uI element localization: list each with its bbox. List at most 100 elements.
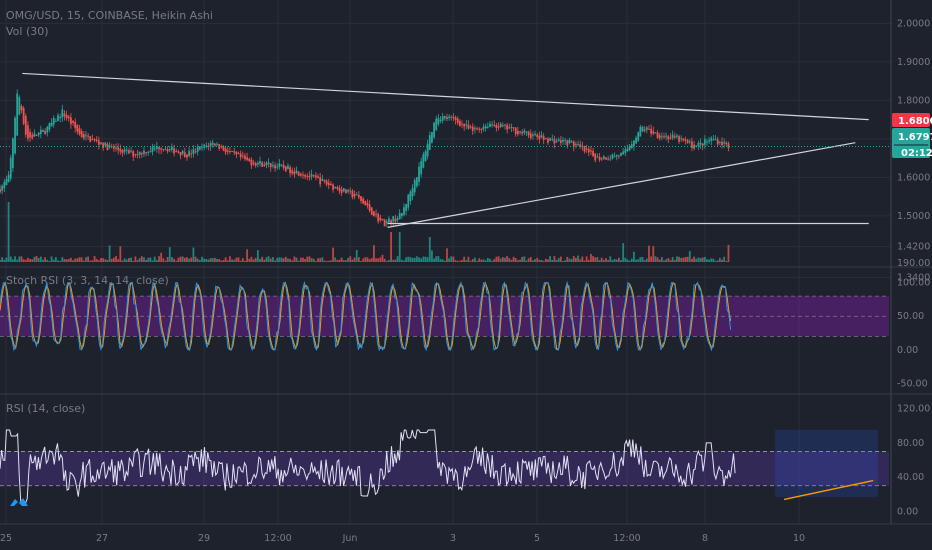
- candle-body: [39, 129, 42, 134]
- price-tick-label: 1.3400: [897, 272, 930, 283]
- volume-bar: [179, 256, 182, 262]
- volume-bar: [218, 259, 221, 262]
- rsi-panel[interactable]: RSI (14, close): [0, 402, 889, 504]
- volume-bar: [723, 256, 726, 262]
- price-axis[interactable]: 2.00001.90001.80001.70001.60001.50001.42…: [890, 0, 932, 524]
- volume-bar: [400, 259, 403, 262]
- candle-body: [108, 145, 111, 148]
- volume-bar: [577, 255, 579, 262]
- stoch-rsi-panel[interactable]: Stoch RSI (3, 3, 14, 14, close): [0, 274, 889, 352]
- candle-body: [224, 148, 227, 153]
- volume-bar: [342, 260, 345, 262]
- candle-body: [428, 135, 431, 151]
- candle-body: [0, 188, 1, 193]
- volume-bar: [263, 259, 266, 262]
- volume-bar: [48, 260, 51, 262]
- volume-bar: [11, 259, 14, 262]
- candle-body: [31, 134, 34, 139]
- volume-bar: [390, 232, 392, 262]
- rsi-band: [0, 451, 889, 486]
- candle-body: [274, 165, 276, 169]
- candle-body: [179, 152, 182, 156]
- candle-body: [435, 118, 438, 130]
- volume-bar: [18, 256, 21, 262]
- candle-body: [525, 131, 528, 133]
- stoch-rsi-label[interactable]: Stoch RSI (3, 3, 14, 14, close): [6, 274, 169, 287]
- rsi-divergence-box[interactable]: [774, 429, 879, 498]
- price-panel[interactable]: OMG/USD, 15, COINBASE, Heikin Ashi Vol (…: [0, 9, 891, 262]
- candle-body: [252, 162, 255, 164]
- candle-body: [609, 158, 612, 160]
- candle-body: [138, 151, 141, 155]
- rsi-tick-label: 40.00: [897, 472, 924, 483]
- volume-bar: [44, 257, 47, 262]
- volume-bar: [433, 258, 435, 262]
- volume-bar: [82, 260, 85, 262]
- volume-bar: [590, 253, 592, 262]
- volume-bar: [138, 258, 141, 262]
- candle-body: [338, 187, 341, 192]
- volume-bar: [149, 257, 152, 262]
- volume-bar: [566, 256, 569, 262]
- candle-body: [471, 126, 474, 131]
- stoch-rsi-tick-label: -50.00: [897, 378, 928, 389]
- volume-bar: [265, 257, 268, 262]
- rsi-divergence-line[interactable]: [783, 479, 874, 501]
- volume-bars: [0, 202, 730, 262]
- candle-body: [117, 147, 120, 150]
- candle-body: [196, 147, 199, 152]
- candle-body: [342, 188, 345, 192]
- time-axis[interactable]: 25 27 29 12:00 Jun 3 5 12:00 8 10: [0, 523, 932, 544]
- volume-bar: [306, 256, 309, 262]
- candle-body: [256, 162, 259, 165]
- candle-body: [158, 147, 160, 150]
- time-tick-label: Jun: [342, 533, 358, 544]
- volume-bar: [119, 246, 122, 262]
- candle-body: [656, 132, 659, 138]
- candle-body: [353, 194, 356, 197]
- volume-label[interactable]: Vol (30): [6, 25, 49, 38]
- candle-body: [536, 134, 539, 137]
- tradingview-logo-icon[interactable]: [10, 498, 28, 506]
- candle-body: [306, 175, 309, 177]
- candle-body: [420, 161, 423, 175]
- volume-bar: [95, 258, 98, 262]
- candle-body: [510, 126, 513, 128]
- candle-body: [519, 131, 521, 133]
- candle-body: [433, 122, 435, 138]
- volume-bar: [207, 259, 210, 262]
- candle-body: [366, 203, 369, 206]
- volume-bar: [291, 260, 294, 262]
- volume-bar: [581, 256, 584, 262]
- trendline-ascending-support[interactable]: [387, 142, 856, 228]
- candle-body: [250, 159, 253, 166]
- candle-body: [439, 119, 442, 122]
- volume-bar: [572, 256, 575, 262]
- volume-bar: [403, 260, 405, 262]
- trendline-descending-resistance[interactable]: [22, 72, 869, 121]
- candle-body: [177, 151, 180, 153]
- symbol-label[interactable]: OMG/USD, 15, COINBASE, Heikin Ashi: [6, 9, 213, 22]
- volume-bar: [190, 257, 193, 262]
- candle-body: [596, 156, 599, 158]
- candle-body: [643, 129, 646, 131]
- volume-bar: [510, 259, 513, 262]
- candle-body: [16, 93, 19, 136]
- candle-body: [226, 150, 229, 152]
- volume-bar: [194, 256, 197, 262]
- candle-body: [5, 179, 8, 186]
- volume-bar: [409, 257, 412, 262]
- candle-body: [706, 141, 708, 143]
- candle-body: [239, 153, 242, 158]
- candle-body: [379, 217, 382, 221]
- candle-body: [628, 146, 631, 150]
- candle-body: [59, 116, 62, 119]
- candle-body: [486, 126, 489, 128]
- candle-body: [635, 137, 637, 144]
- volume-bar: [308, 256, 311, 262]
- candle-body: [562, 139, 564, 142]
- volume-bar: [394, 259, 397, 262]
- rsi-label[interactable]: RSI (14, close): [6, 402, 85, 415]
- trendlines[interactable]: [22, 72, 869, 228]
